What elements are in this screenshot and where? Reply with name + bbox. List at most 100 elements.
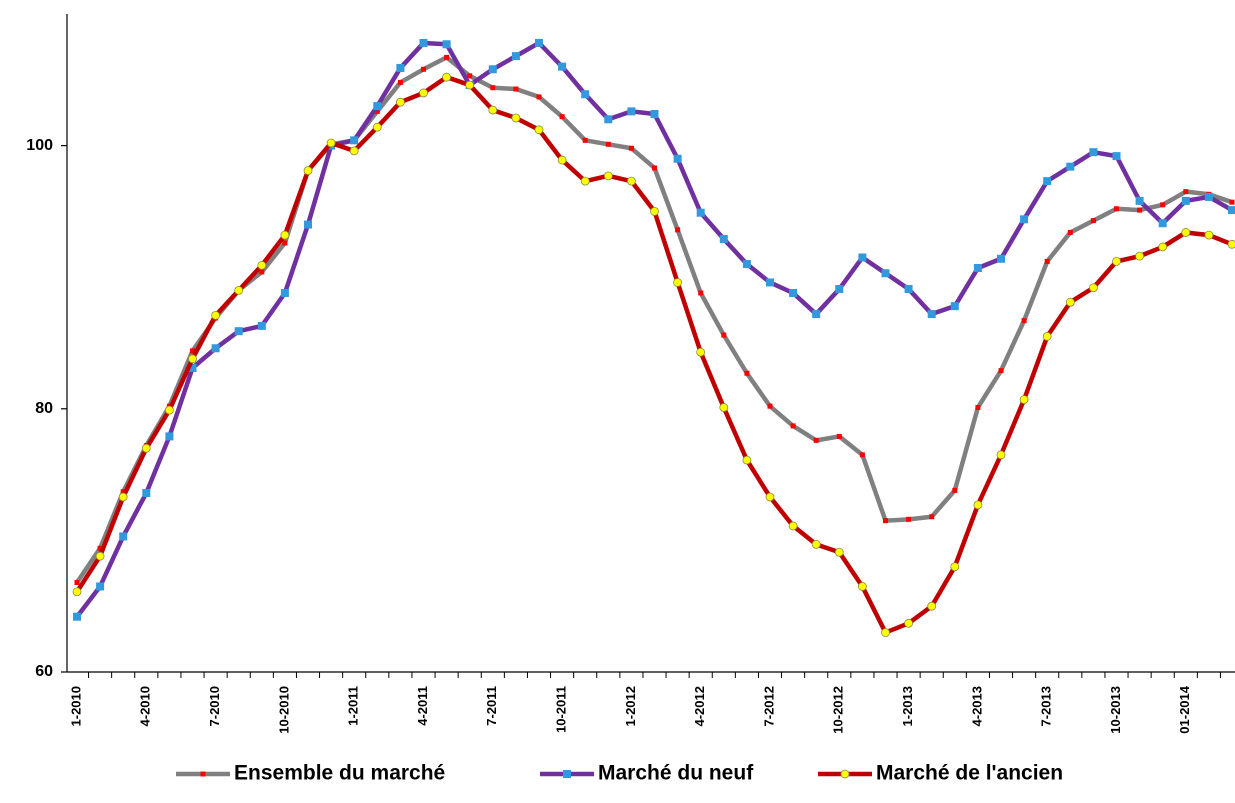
marker [442, 72, 452, 82]
marker [395, 97, 405, 107]
marker [881, 269, 890, 278]
marker [765, 492, 775, 502]
marker [188, 364, 197, 373]
x-tick-label: 4-2013 [969, 686, 984, 726]
marker [1183, 189, 1189, 195]
marker [72, 587, 82, 597]
marker [742, 455, 752, 465]
marker [397, 79, 403, 85]
marker [513, 86, 519, 92]
marker [835, 285, 844, 294]
marker [1204, 192, 1213, 201]
marker [1019, 395, 1029, 404]
x-tick-label: 4-2012 [692, 686, 707, 726]
marker [858, 582, 867, 591]
marker [372, 122, 382, 132]
marker [952, 487, 958, 493]
marker [304, 220, 312, 229]
marker [580, 176, 590, 186]
x-tick-label: 4-2010 [138, 686, 153, 726]
marker [996, 450, 1006, 460]
marker [927, 310, 936, 319]
marker [790, 423, 796, 429]
marker [1042, 332, 1052, 341]
marker [557, 155, 567, 165]
marker [973, 500, 983, 510]
marker [997, 254, 1005, 263]
marker [767, 403, 773, 409]
marker [558, 62, 567, 71]
marker [696, 208, 705, 217]
marker [419, 88, 428, 98]
marker [511, 113, 521, 123]
x-tick-label: 1-2010 [68, 686, 83, 726]
marker [627, 176, 636, 186]
marker [742, 260, 751, 269]
marker [719, 403, 729, 412]
marker [141, 443, 151, 453]
marker [1228, 206, 1235, 215]
marker [1158, 219, 1167, 228]
marker [998, 368, 1004, 374]
marker [1043, 177, 1052, 186]
marker [1089, 148, 1098, 157]
marker [883, 518, 888, 524]
marker [1044, 258, 1050, 264]
x-tick-label: 1-2013 [900, 686, 915, 726]
marker [744, 370, 750, 376]
marker [534, 125, 544, 135]
marker [73, 612, 81, 621]
marker [211, 310, 221, 320]
marker [1160, 202, 1166, 208]
y-tick-label: 60 [35, 663, 53, 680]
marker [582, 137, 588, 143]
x-tick-label: 1-2011 [346, 686, 361, 726]
marker [188, 354, 197, 364]
marker [164, 405, 174, 415]
marker [698, 290, 704, 296]
marker [535, 38, 543, 47]
marker [904, 618, 913, 628]
marker [421, 66, 426, 72]
marker [650, 110, 659, 119]
marker [326, 138, 336, 148]
y-tick-label: 80 [35, 400, 53, 417]
marker [280, 230, 290, 240]
marker [1204, 230, 1214, 240]
marker [234, 327, 243, 336]
marker [396, 63, 405, 72]
marker [490, 85, 496, 91]
marker [1114, 206, 1119, 212]
marker [165, 432, 174, 441]
marker [374, 108, 380, 114]
marker [119, 532, 128, 541]
marker [1021, 318, 1027, 324]
marker [1181, 228, 1191, 237]
legend-label: Ensemble du marché [234, 762, 445, 785]
marker [975, 404, 981, 410]
marker [675, 227, 681, 233]
series-line [75, 40, 1234, 619]
marker [74, 580, 80, 586]
marker [604, 115, 613, 124]
marker [1089, 283, 1098, 293]
legend-label: Marché du neuf [598, 762, 754, 785]
marker [927, 601, 937, 611]
x-tick-label: 10-2011 [554, 686, 569, 733]
x-tick-label: 1-2012 [623, 686, 638, 726]
marker [906, 516, 912, 522]
marker [1112, 257, 1121, 266]
marker [673, 154, 682, 163]
marker [627, 107, 636, 116]
x-tick-label: 01-2014 [1177, 685, 1192, 733]
marker [1112, 152, 1121, 161]
marker [904, 285, 913, 294]
marker [812, 310, 821, 319]
marker [859, 452, 865, 458]
marker [282, 240, 288, 246]
marker [257, 321, 266, 330]
marker [1067, 229, 1073, 235]
marker [696, 347, 706, 357]
